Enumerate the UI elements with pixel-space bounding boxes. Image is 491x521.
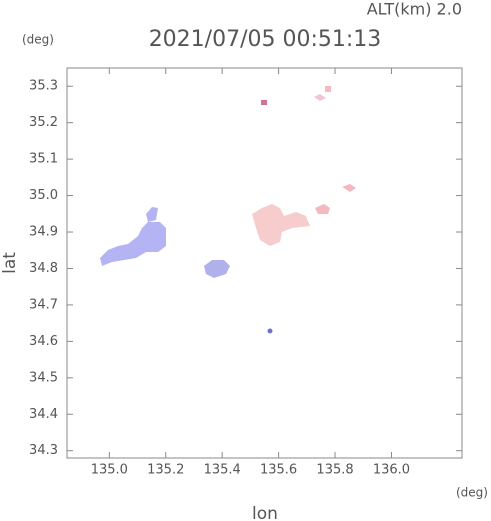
echo-pink xyxy=(261,100,267,105)
echo-pink xyxy=(252,204,310,246)
y-tick-label: 35.3 xyxy=(29,79,58,94)
x-unit: (deg) xyxy=(456,486,488,500)
y-tick-label: 34.8 xyxy=(29,261,58,276)
x-tick-label: 135.2 xyxy=(147,463,184,478)
x-tick-label: 135.6 xyxy=(260,463,297,478)
chart-title: 2021/07/05 00:51:13 xyxy=(149,27,382,52)
echo-pink xyxy=(342,184,356,192)
y-axis-label: lat xyxy=(0,252,20,274)
y-tick-label: 34.5 xyxy=(29,370,58,385)
plot-frame xyxy=(66,67,463,459)
y-tick-label: 34.9 xyxy=(29,225,58,240)
echo-pink xyxy=(325,86,331,92)
y-tick-label: 35.1 xyxy=(29,152,58,167)
y-tick-label: 35.2 xyxy=(29,115,58,130)
y-unit: (deg) xyxy=(22,33,54,47)
x-tick-label: 135.0 xyxy=(91,463,128,478)
y-tick-label: 34.7 xyxy=(29,297,58,312)
echo-pink xyxy=(315,204,330,214)
echo-pink xyxy=(314,94,326,101)
y-tick-label: 35.0 xyxy=(29,188,58,203)
x-tick-label: 136.0 xyxy=(373,463,410,478)
y-tick-label: 34.3 xyxy=(29,443,58,458)
echo-blue xyxy=(100,222,166,266)
altitude: ALT(km) 2.0 xyxy=(367,0,462,19)
echo-blue xyxy=(204,260,230,278)
y-tick-label: 34.6 xyxy=(29,334,58,349)
echoes xyxy=(100,86,356,334)
echo-blue xyxy=(267,328,273,334)
x-axis-label: lon xyxy=(252,504,278,521)
x-tick-label: 135.4 xyxy=(204,463,241,478)
echo-blue xyxy=(146,207,158,222)
x-tick-label: 135.8 xyxy=(316,463,353,478)
y-tick-label: 34.4 xyxy=(29,407,58,422)
